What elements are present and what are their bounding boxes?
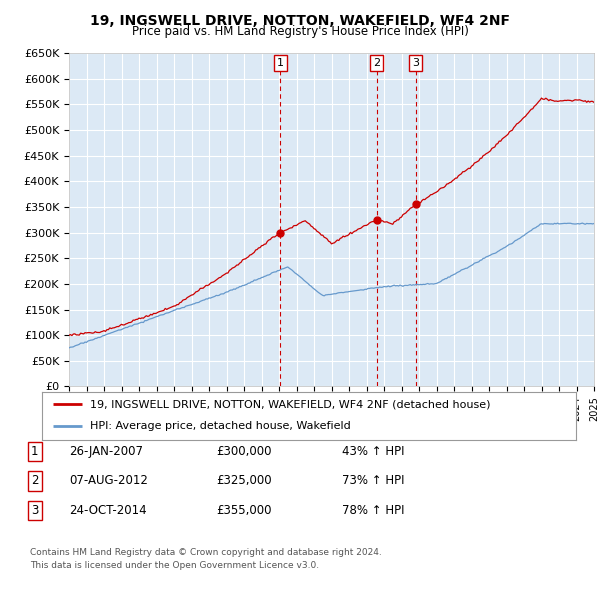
Text: 07-AUG-2012: 07-AUG-2012 [69, 474, 148, 487]
Text: £325,000: £325,000 [216, 474, 272, 487]
Text: 78% ↑ HPI: 78% ↑ HPI [342, 504, 404, 517]
Text: 3: 3 [412, 58, 419, 68]
Text: 19, INGSWELL DRIVE, NOTTON, WAKEFIELD, WF4 2NF (detached house): 19, INGSWELL DRIVE, NOTTON, WAKEFIELD, W… [90, 399, 491, 409]
Text: 26-JAN-2007: 26-JAN-2007 [69, 445, 143, 458]
Text: £300,000: £300,000 [216, 445, 271, 458]
Text: HPI: Average price, detached house, Wakefield: HPI: Average price, detached house, Wake… [90, 421, 351, 431]
Text: Price paid vs. HM Land Registry's House Price Index (HPI): Price paid vs. HM Land Registry's House … [131, 25, 469, 38]
Text: £355,000: £355,000 [216, 504, 271, 517]
Text: 3: 3 [31, 504, 38, 517]
Text: 73% ↑ HPI: 73% ↑ HPI [342, 474, 404, 487]
Text: 1: 1 [31, 445, 38, 458]
Text: 2: 2 [373, 58, 380, 68]
Text: 24-OCT-2014: 24-OCT-2014 [69, 504, 146, 517]
Text: 43% ↑ HPI: 43% ↑ HPI [342, 445, 404, 458]
Text: 1: 1 [277, 58, 284, 68]
Text: 19, INGSWELL DRIVE, NOTTON, WAKEFIELD, WF4 2NF: 19, INGSWELL DRIVE, NOTTON, WAKEFIELD, W… [90, 14, 510, 28]
Text: 2: 2 [31, 474, 38, 487]
Text: Contains HM Land Registry data © Crown copyright and database right 2024.: Contains HM Land Registry data © Crown c… [30, 548, 382, 556]
Text: This data is licensed under the Open Government Licence v3.0.: This data is licensed under the Open Gov… [30, 560, 319, 569]
